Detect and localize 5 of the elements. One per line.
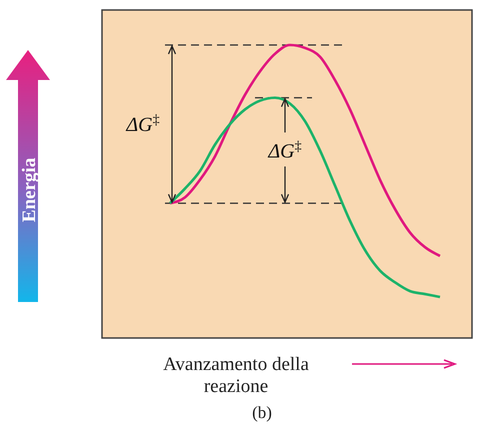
x-axis-title: Avanzamento della reazione [163,354,310,397]
text: (b) [252,403,272,422]
text: Energia [19,157,40,222]
annotation: ΔG$^{‡}$ [267,138,302,162]
text: ΔG$^{‡}$ [125,112,160,136]
